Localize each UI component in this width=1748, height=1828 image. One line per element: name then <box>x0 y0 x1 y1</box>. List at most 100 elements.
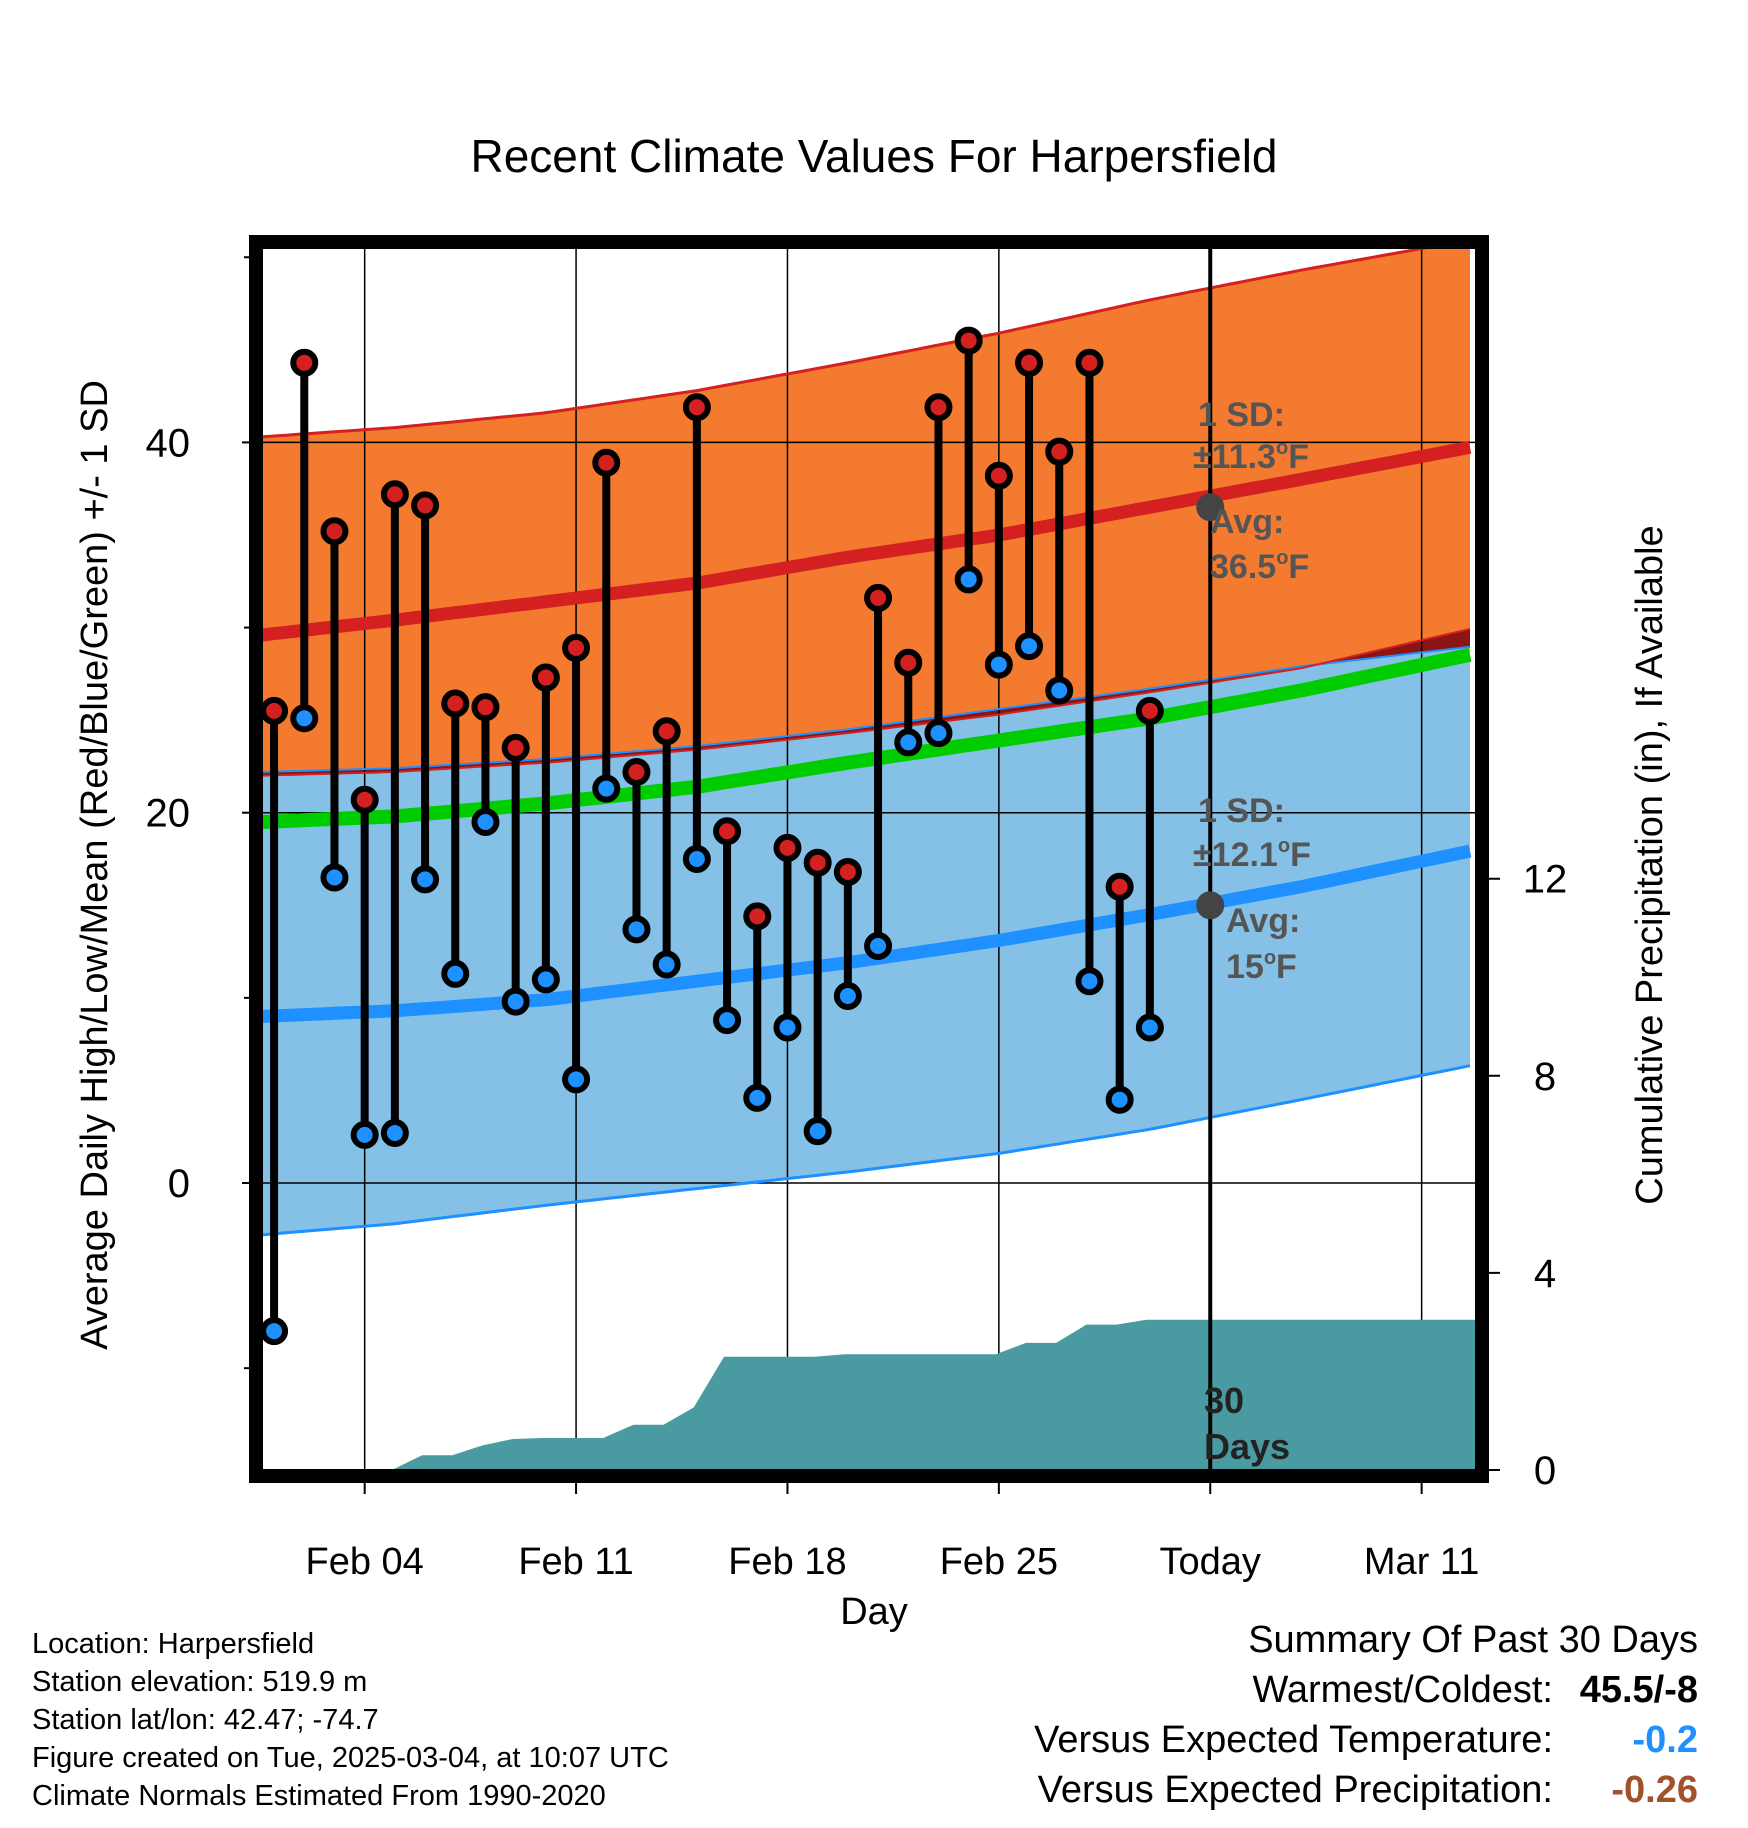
low-temp-point <box>1045 676 1074 705</box>
warmest-value: 45.5/-8 <box>1579 1669 1698 1711</box>
low-minus-sd-line <box>262 1064 1471 1237</box>
elevation-text: Station elevation: 519.9 m <box>32 1666 368 1698</box>
high-avg-label: Avg: <box>1210 503 1284 541</box>
low-temp-point <box>1075 967 1104 996</box>
low-plus-sd-line <box>262 645 1471 773</box>
low-temp-point <box>260 1317 289 1346</box>
station-info: Location: Harpersfield Station elevation… <box>32 1625 669 1815</box>
high-temp-point <box>1135 696 1164 725</box>
low-temp-point <box>320 863 349 892</box>
high-temp-point <box>894 648 923 677</box>
precip-area <box>262 1319 1476 1470</box>
high-temp-point <box>320 517 349 546</box>
low-avg-value: 15oF <box>1226 947 1297 986</box>
x-tick-label: Feb 04 <box>306 1541 424 1583</box>
high-temp-point <box>531 663 560 692</box>
high-temp-point <box>984 461 1013 490</box>
x-tick-label: Mar 11 <box>1364 1541 1479 1583</box>
high-temp-point <box>260 696 289 725</box>
high-temp-point <box>924 393 953 422</box>
low-temp-point <box>441 959 470 988</box>
high-temp-point <box>954 326 983 355</box>
normal-low-line <box>262 844 1472 1023</box>
low-temp-point <box>682 845 711 873</box>
window-label-count: 30 <box>1204 1380 1244 1421</box>
y-tick-label: 20 <box>146 792 191 836</box>
y2-tick-label: 0 <box>1534 1449 1556 1493</box>
summary-title: Summary Of Past 30 Days <box>1248 1619 1698 1661</box>
y-tick-label: 40 <box>146 421 191 465</box>
normal-high-line <box>262 440 1472 642</box>
high-avg-marker <box>1196 493 1225 522</box>
high-temp-point <box>803 848 832 877</box>
high-temp-point <box>411 491 440 520</box>
y2-tick-label: 4 <box>1534 1252 1556 1296</box>
low-sd-value: ±12.1oF <box>1193 835 1311 874</box>
chart-title: Recent Climate Values For Harpersfield <box>470 130 1277 182</box>
low-temp-point <box>562 1065 591 1094</box>
low-temp-point <box>1015 632 1044 661</box>
y2-tick-label: 8 <box>1534 1055 1556 1099</box>
high-avg-value: 36.5oF <box>1210 547 1309 586</box>
low-temp-point <box>290 704 319 733</box>
low-temp-point <box>773 1013 802 1042</box>
x-axis-label: Day <box>840 1591 908 1633</box>
low-temp-point <box>954 565 983 594</box>
high-temp-point <box>682 393 711 422</box>
low-temp-point <box>652 950 681 979</box>
high-temp-point <box>380 480 409 509</box>
low-temp-point <box>622 915 651 944</box>
high-sd-value: ±11.3oF <box>1193 437 1309 476</box>
latlon-text: Station lat/lon: 42.47; -74.7 <box>32 1704 379 1736</box>
x-tick-label: Feb 11 <box>518 1541 633 1583</box>
low-temp-point <box>743 1083 772 1112</box>
low-sd-label: 1 SD: <box>1198 792 1285 830</box>
y-tick-label: 0 <box>168 1162 190 1206</box>
high-temp-point <box>773 833 802 862</box>
high-temp-point <box>501 733 530 762</box>
x-tick-label: Today <box>1160 1541 1261 1583</box>
summary-temp-row: Versus Expected Temperature: -0.2 <box>1034 1715 1698 1765</box>
low-temp-point <box>924 719 953 748</box>
x-tick-label: Feb 18 <box>728 1541 846 1583</box>
high-temp-point <box>592 448 621 477</box>
low-temp-point <box>984 650 1013 679</box>
low-temp-point <box>1105 1085 1134 1114</box>
low-temp-point <box>833 982 862 1011</box>
high-temp-point <box>471 693 500 722</box>
precip-value: -0.26 <box>1611 1769 1698 1811</box>
y2-tick-label: 12 <box>1523 858 1568 902</box>
high-temp-point <box>350 785 379 814</box>
axes: 0 20 40 0 4 8 12 Feb 04 Feb 11 Feb 18 Feb 25 Today M… <box>146 235 1568 1583</box>
high-temp-point <box>864 583 893 612</box>
created-text: Figure created on Tue, 2025-03-04, at 10… <box>32 1742 669 1774</box>
low-temp-point <box>592 774 621 803</box>
low-temp-point <box>803 1117 832 1146</box>
high-temp-point <box>1045 437 1074 466</box>
window-label-days: Days <box>1204 1426 1290 1467</box>
low-temp-point <box>501 987 530 1016</box>
low-temp-point <box>471 807 500 836</box>
high-temp-point <box>743 902 772 931</box>
high-plus-sd-line <box>262 248 1433 439</box>
precip-label: Versus Expected Precipitation: <box>1037 1769 1553 1811</box>
high-temp-point <box>441 689 470 718</box>
high-temp-point <box>1105 872 1134 901</box>
high-temp-point <box>622 757 651 786</box>
low-temp-point <box>411 865 440 894</box>
low-temp-point <box>864 932 893 961</box>
high-temp-point <box>652 717 681 746</box>
low-temp-point <box>380 1119 409 1148</box>
temp-label: Versus Expected Temperature: <box>1034 1719 1553 1761</box>
summary-panel: Summary Of Past 30 Days Warmest/Coldest:… <box>1034 1615 1698 1815</box>
plot-frame <box>249 235 1489 1483</box>
location-text: Location: Harpersfield <box>32 1628 315 1660</box>
summary-precip-row: Versus Expected Precipitation: -0.26 <box>1034 1765 1698 1815</box>
high-temp-point <box>562 633 591 662</box>
low-temp-point <box>350 1120 379 1149</box>
high-minus-sd-line <box>262 628 1471 777</box>
low-temp-point <box>1135 1013 1164 1042</box>
x-tick-label: Feb 25 <box>940 1541 1058 1583</box>
